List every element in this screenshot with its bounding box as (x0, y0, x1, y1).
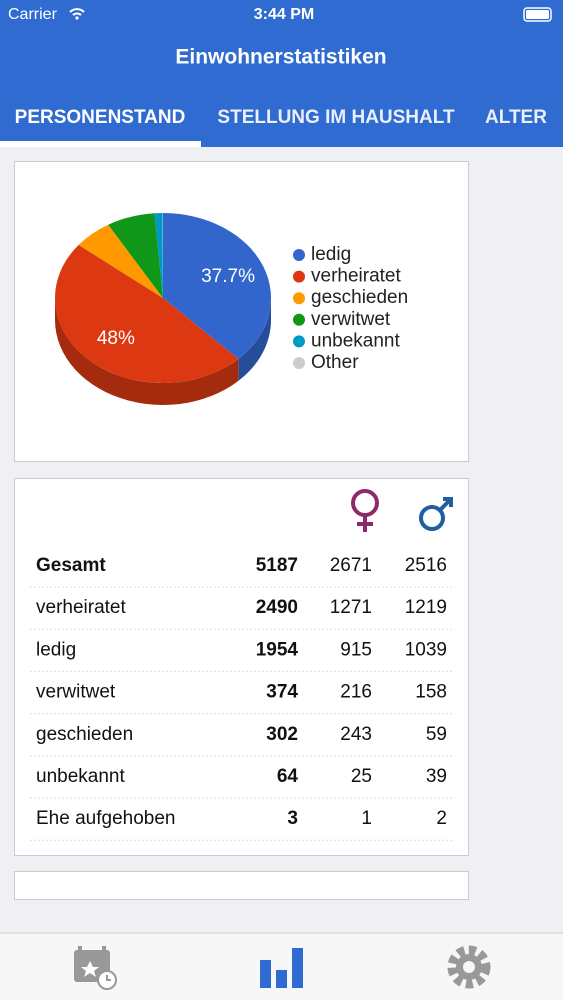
calendar-ring (102, 946, 106, 954)
legend-swatch (293, 271, 305, 283)
row-label: verheiratet (36, 597, 126, 618)
battery-level (526, 10, 549, 19)
row-label: Ehe aufgehoben (36, 808, 175, 829)
carrier: Carrier (8, 6, 58, 23)
cell-value: 1 (361, 808, 372, 829)
app-title: Einwohnerstatistiken (175, 46, 386, 69)
tab[interactable]: ALTER (485, 107, 547, 128)
legend-label: Other (311, 352, 359, 373)
time: 3:44 PM (254, 6, 314, 23)
cell-value: 1271 (330, 597, 372, 618)
cell-value: 59 (426, 724, 447, 745)
tab-indicator (0, 141, 201, 147)
row-label: ledig (36, 639, 76, 660)
slice-label: 48% (97, 328, 135, 349)
cell-value: 25 (351, 766, 372, 787)
tab[interactable]: PERSONENSTAND (15, 107, 186, 128)
legend-swatch (293, 314, 305, 326)
row-label: unbekannt (36, 766, 125, 787)
table-card (15, 479, 469, 856)
cell-value: 1219 (405, 597, 447, 618)
empty-card (15, 872, 469, 900)
cell-value: 158 (415, 682, 447, 703)
tab[interactable]: STELLUNG IM HAUSHALT (217, 107, 455, 128)
cell-value: 915 (340, 639, 372, 660)
legend-swatch (293, 335, 305, 347)
gear-hole (463, 961, 475, 973)
cell-value: 374 (266, 682, 298, 703)
row-label: verwitwet (36, 682, 116, 703)
legend-label: verheiratet (311, 266, 401, 287)
cell-value: 3 (287, 808, 298, 829)
cell-value: 2490 (256, 597, 298, 618)
icon-bar (260, 960, 271, 988)
legend-swatch (293, 292, 305, 304)
legend-swatch (293, 249, 305, 261)
icon-bar (292, 948, 303, 988)
cell-value: 64 (277, 766, 299, 787)
legend-label: geschieden (311, 287, 408, 308)
cell-value: 1954 (256, 639, 299, 660)
cell-value: 216 (340, 682, 372, 703)
legend-label: verwitwet (311, 309, 391, 330)
cell-value: 2 (436, 808, 447, 829)
cell-value: 2516 (405, 555, 447, 576)
cell-value: 39 (426, 766, 447, 787)
legend-swatch (293, 357, 305, 369)
cell-value: 1039 (405, 639, 447, 660)
icon-bar (276, 970, 287, 988)
slice-label: 37.7% (201, 266, 255, 287)
cell-value: 302 (266, 724, 298, 745)
legend-label: ledig (311, 244, 351, 265)
wifi-dot (75, 16, 78, 19)
row-label: Gesamt (36, 555, 106, 576)
cell-value: 2671 (330, 555, 372, 576)
cell-value: 5187 (256, 555, 298, 576)
legend-label: unbekannt (311, 330, 400, 351)
cell-value: 243 (340, 724, 372, 745)
calendar-ring (78, 946, 82, 954)
row-label: geschieden (36, 724, 133, 745)
